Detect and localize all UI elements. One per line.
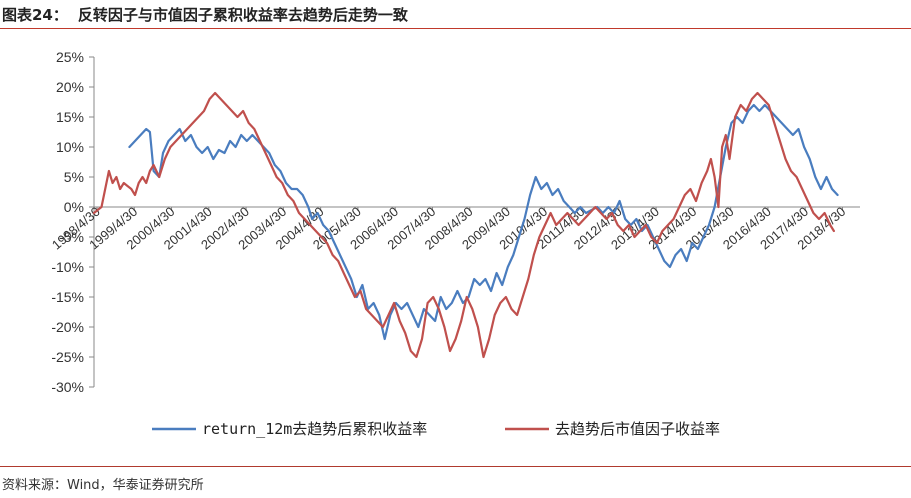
source-divider	[0, 466, 911, 467]
figure-source: 资料来源：Wind，华泰证券研究所	[2, 478, 204, 493]
figure-title: 图表24： 反转因子与市值因子累积收益率去趋势后走势一致	[2, 4, 408, 25]
series-line-1	[128, 103, 839, 341]
y-tick-label: -30%	[51, 379, 84, 395]
y-tick-label: -25%	[51, 349, 84, 365]
y-tick-label: 15%	[56, 109, 84, 125]
figure-title-text: 反转因子与市值因子累积收益率去趋势后走势一致	[77, 6, 408, 24]
figure-header: 图表24： 反转因子与市值因子累积收益率去趋势后走势一致	[0, 0, 911, 29]
legend: return_12m去趋势后累积收益率 去趋势后市值因子收益率	[152, 420, 720, 438]
legend-label-2: 去趋势后市值因子收益率	[555, 420, 720, 438]
y-tick-label: 10%	[56, 139, 84, 155]
line-chart: 25%20%15%10%5%0%-5%-10%-15%-20%-25%-30% …	[49, 49, 860, 438]
series-lines	[92, 91, 839, 359]
series-line-2	[92, 91, 835, 359]
y-tick-label: -5%	[59, 229, 84, 245]
x-axis: 1998/4/301999/4/302000/4/302001/4/302002…	[49, 204, 860, 252]
y-tick-label: -20%	[51, 319, 84, 335]
y-axis: 25% 20% 15% 10% 5% 0% -5% -10% -15% -20% -25% -30%	[51, 49, 95, 395]
y-tick-label: 5%	[64, 169, 84, 185]
figure-number: 图表24：	[2, 6, 68, 24]
y-tick-label: 20%	[56, 79, 84, 95]
legend-label-1: return_12m去趋势后累积收益率	[202, 420, 427, 438]
y-tick-label: -10%	[51, 259, 84, 275]
y-tick-label: -15%	[51, 289, 84, 305]
y-tick-label: 25%	[56, 49, 84, 65]
y-tick-label: 0%	[64, 199, 84, 215]
